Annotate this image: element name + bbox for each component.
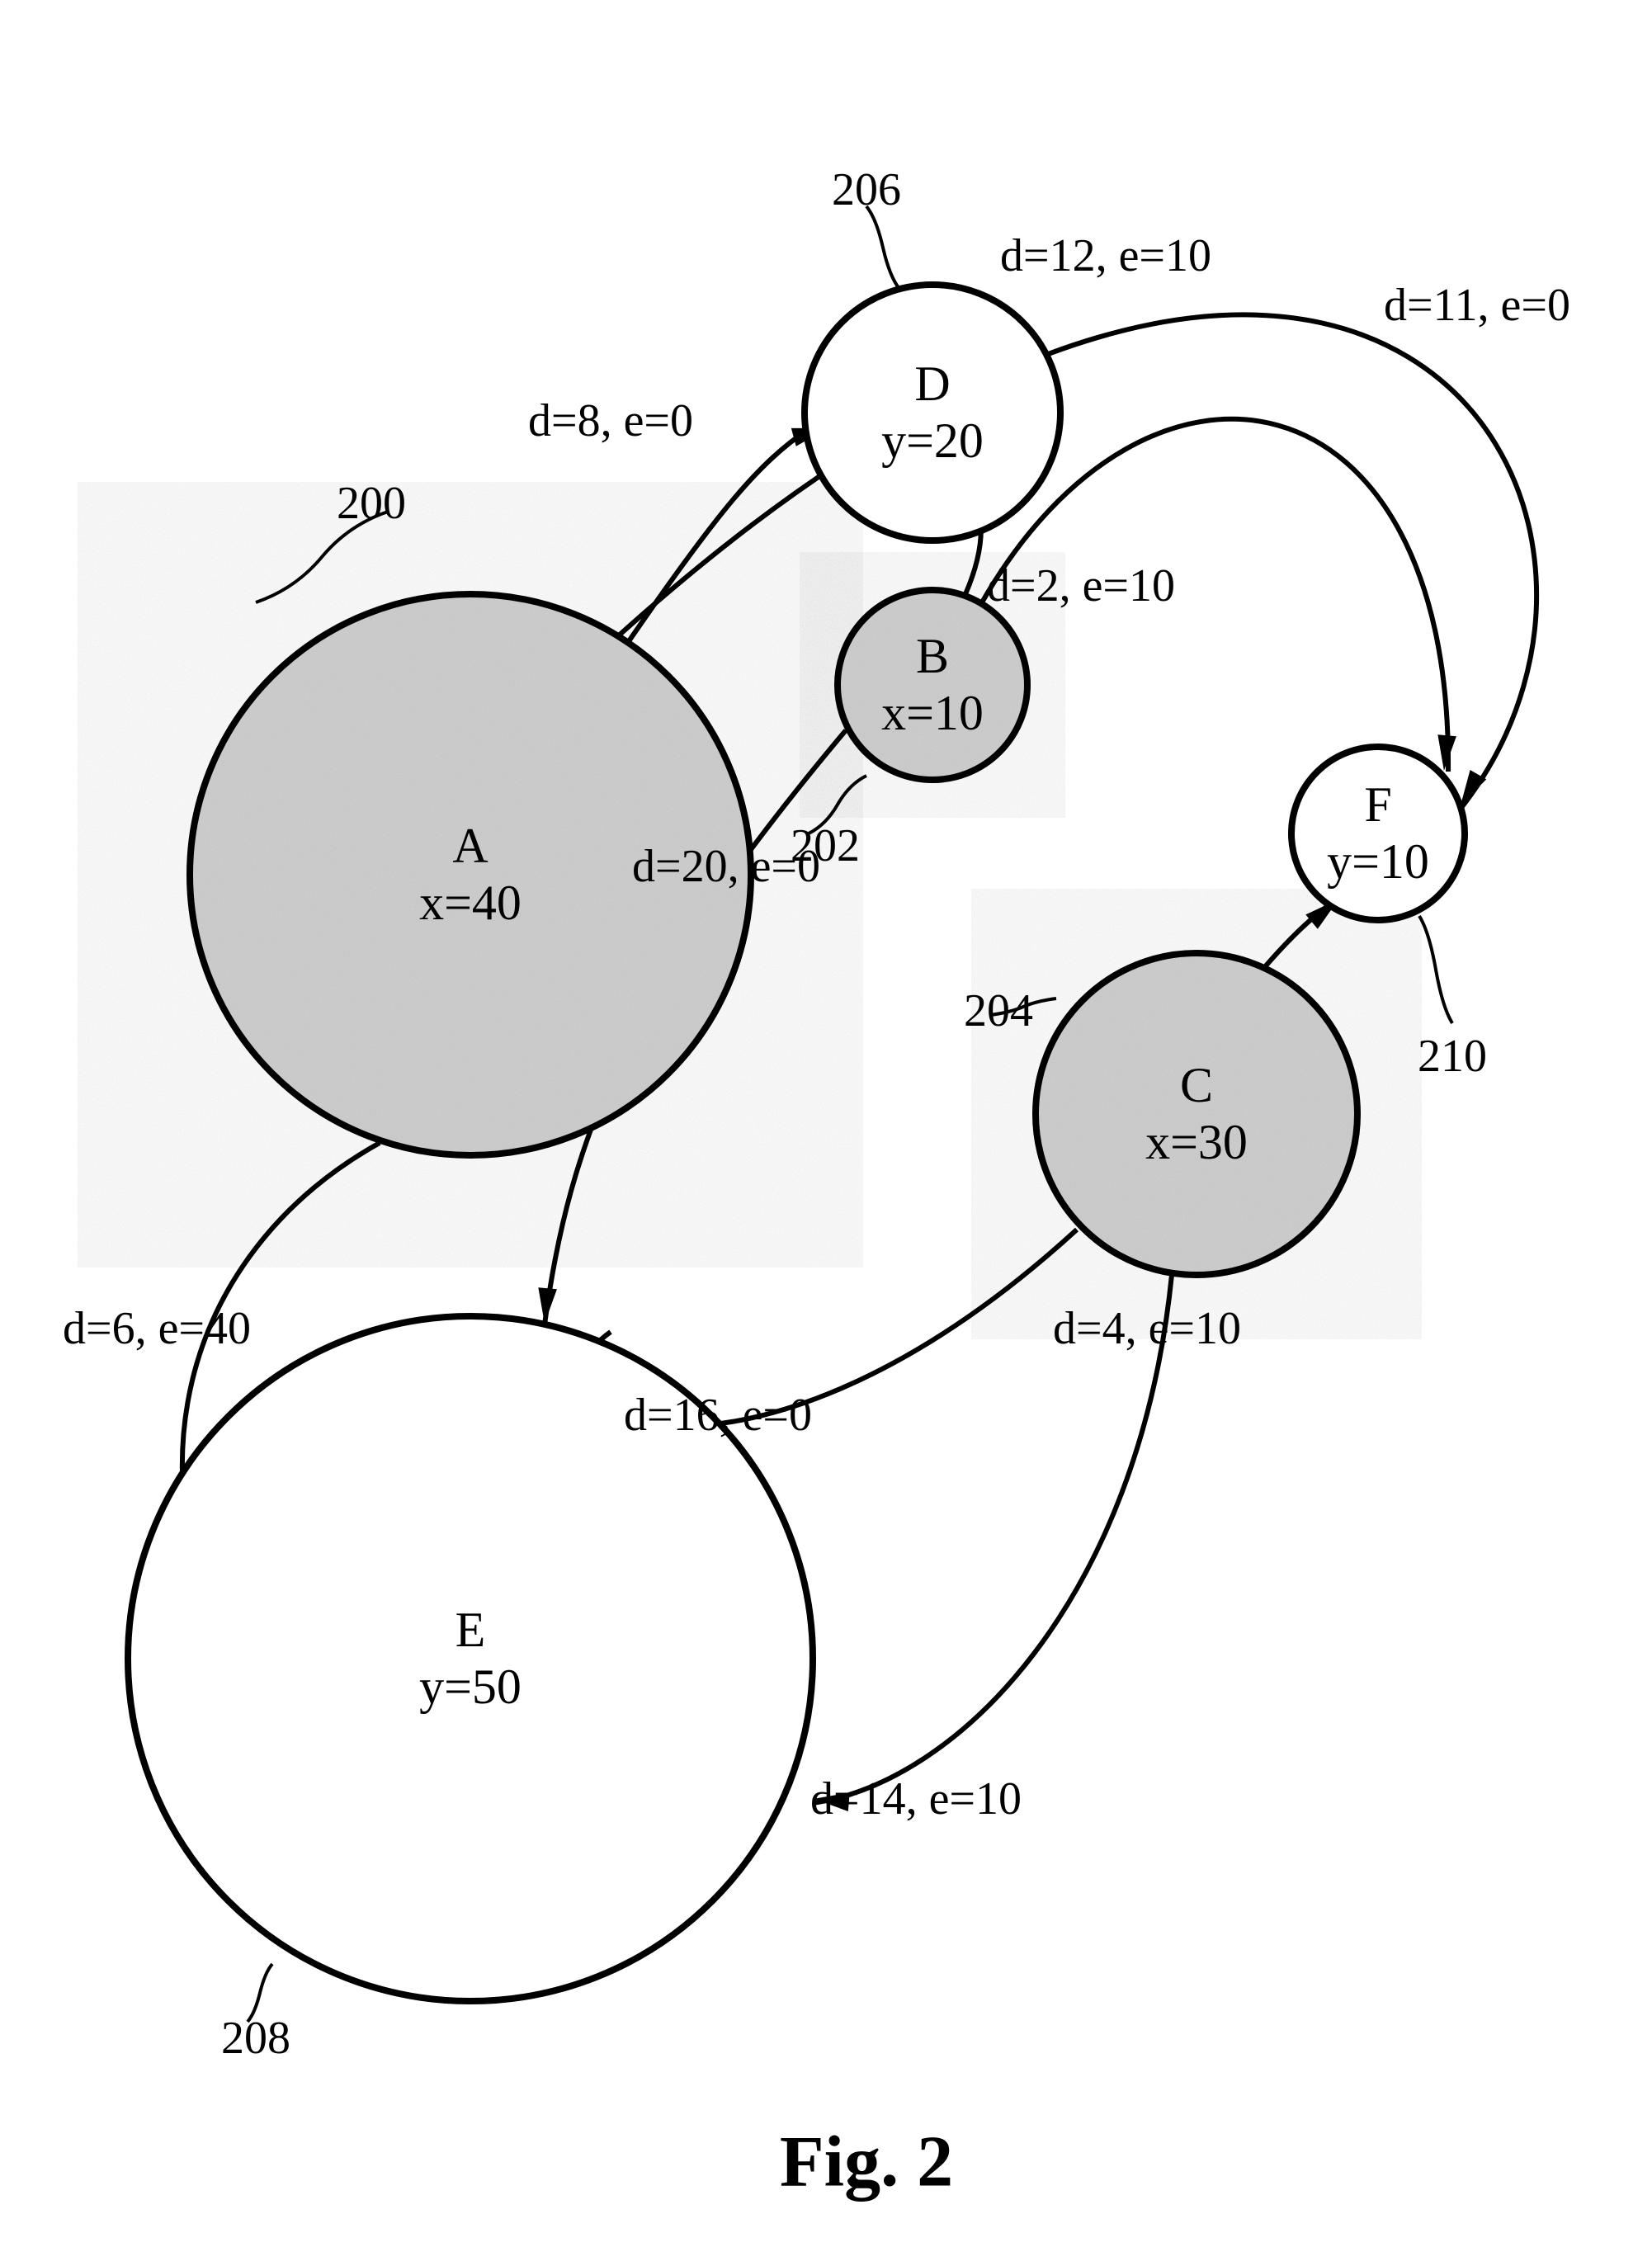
node-label-E: E y=50 xyxy=(419,1602,522,1716)
ref-label-E: 208 xyxy=(221,2012,290,2065)
figure-2-diagram: d=6, e=40d=8, e=0d=2, e=10d=20, e=0d=12,… xyxy=(0,0,1652,2266)
ref-label-D: 206 xyxy=(832,163,901,216)
node-label-B: B x=10 xyxy=(881,628,984,742)
node-label-A: A x=40 xyxy=(419,818,522,932)
ref-label-B: 202 xyxy=(791,819,860,872)
node-label-F: F y=10 xyxy=(1327,777,1429,890)
ref-tick-F xyxy=(1419,916,1452,1023)
ref-label-A: 200 xyxy=(337,477,406,530)
ref-label-F: 210 xyxy=(1418,1030,1487,1083)
node-label-C: C x=30 xyxy=(1145,1057,1248,1171)
graph-canvas xyxy=(0,0,1652,2266)
edge-label-AE: d=6, e=40 xyxy=(63,1302,251,1355)
edge-label-CE: d=14, e=10 xyxy=(810,1773,1022,1825)
figure-caption: Fig. 2 xyxy=(780,2121,953,2204)
edge-label-CF: d=4, e=10 xyxy=(1053,1302,1241,1355)
edge-AD xyxy=(627,429,809,644)
edge-label-AD: d=8, e=0 xyxy=(528,394,693,447)
edge-label-CD: d=16, e=0 xyxy=(624,1389,812,1442)
edge-label-BF: d=12, e=10 xyxy=(1000,229,1211,282)
edge-label-BD: d=2, e=10 xyxy=(987,559,1175,612)
edge-label-AF: d=11, e=0 xyxy=(1384,279,1570,332)
ref-tick-D xyxy=(866,206,899,289)
node-label-D: D y=20 xyxy=(881,356,984,470)
ref-label-C: 204 xyxy=(964,984,1033,1037)
